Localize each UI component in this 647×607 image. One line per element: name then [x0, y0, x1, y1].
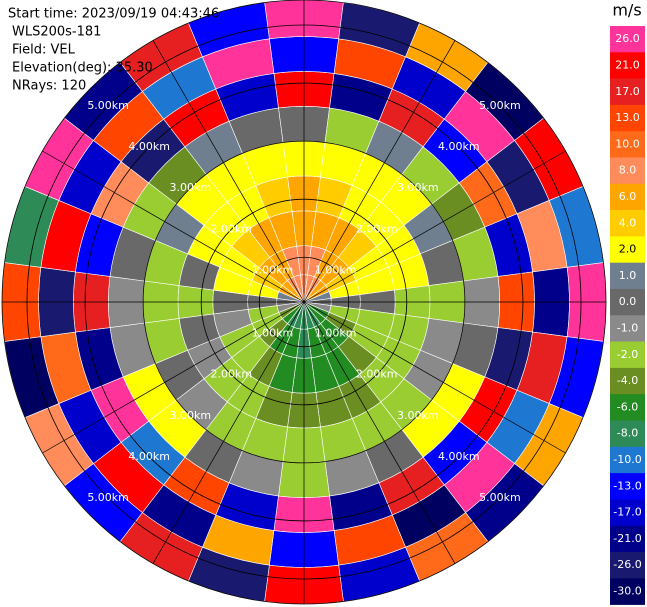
colorbar-cell	[610, 289, 645, 316]
azimuth-line	[42, 150, 305, 303]
colorbar-label: -13.0	[613, 479, 641, 492]
colorbar-label: 26.0	[615, 32, 640, 45]
labels: 1.00km 1.00km 1.00km 1.00km 2.00km 2.00km 2.00…	[87, 99, 520, 504]
colorbar-label: -10.0	[613, 453, 641, 466]
colorbar-cell	[610, 52, 645, 79]
colorbar-title: m/s	[612, 1, 641, 20]
colorbar-cell	[610, 183, 645, 211]
range-ring-label: 4.00km	[128, 140, 170, 153]
colorbar-cell	[610, 341, 645, 369]
colorbar-label: 0.0	[619, 295, 637, 308]
azimuth-line	[152, 40, 305, 303]
range-ring	[84, 82, 524, 522]
range-ring-label: 3.00km	[397, 409, 439, 422]
range-ring-label: 2.00km	[211, 222, 253, 235]
azimuth-line	[152, 301, 305, 564]
grid	[1, 0, 607, 605]
colorbar-label: 6.0	[619, 190, 637, 203]
range-ring-label: 1.00km	[315, 263, 357, 276]
colorbar-label: 13.0	[615, 111, 640, 124]
header-line: Elevation(deg): 35.30	[12, 61, 153, 76]
range-ring-label: 1.00km	[252, 327, 294, 340]
range-ring-label: 4.00km	[128, 450, 170, 463]
range-ring-label: 5.00km	[87, 491, 129, 504]
colorbar-cell	[610, 236, 645, 263]
colorbar-cell	[610, 473, 645, 500]
azimuth-line	[303, 301, 566, 454]
colorbar-label: -1.0	[617, 321, 638, 334]
header-line: WLS200s-181	[12, 25, 101, 40]
range-ring-label: 3.00km	[397, 181, 439, 194]
range-ring	[200, 198, 408, 406]
colorbar-cell	[610, 446, 645, 474]
colorbar-label: -30.0	[613, 584, 641, 597]
colorbar-cell	[610, 367, 645, 395]
range-ring-label: 5.00km	[479, 491, 521, 504]
colorbar-label: -8.0	[617, 427, 638, 440]
range-ring-label: 1.00km	[315, 327, 357, 340]
range-ring-label: 2.00km	[211, 368, 253, 381]
range-ring-label: 5.00km	[479, 99, 521, 112]
range-ring-label: 4.00km	[438, 140, 480, 153]
range-ring-label: 3.00km	[169, 181, 211, 194]
colorbar-cell	[610, 420, 645, 448]
range-ring-label: 5.00km	[87, 99, 129, 112]
azimuth-line	[303, 301, 456, 564]
colorbar-cell	[610, 315, 645, 342]
range-ring-label: 2.00km	[356, 222, 398, 235]
colorbar-cell	[610, 525, 645, 553]
colorbar-cell	[610, 78, 645, 106]
header-line: NRays: 120	[12, 79, 86, 94]
colorbar-cell	[610, 552, 645, 579]
colorbar-cell	[610, 131, 645, 158]
field	[1, 0, 607, 605]
range-ring-label: 3.00km	[169, 409, 211, 422]
colorbar-label: -2.0	[617, 348, 638, 361]
colorbar-label: 1.0	[619, 269, 637, 282]
azimuth-line	[303, 150, 566, 303]
azimuth-line	[42, 301, 305, 454]
header-line: Start time: 2023/09/19 04:43:46	[8, 7, 219, 22]
colorbar-cell	[610, 262, 645, 290]
range-ring	[26, 24, 582, 580]
colorbar-label: 4.0	[619, 216, 637, 229]
colorbar-label: -4.0	[617, 374, 638, 387]
colorbar-label: 21.0	[615, 58, 640, 71]
range-ring-label: 1.00km	[252, 263, 294, 276]
colorbar-label: 17.0	[615, 85, 640, 98]
colorbar-label: -21.0	[613, 532, 641, 545]
colorbar-label: -6.0	[617, 400, 638, 413]
colorbar-label: 10.0	[615, 137, 640, 150]
colorbar-cell	[610, 104, 645, 132]
colorbar-cell	[610, 210, 645, 237]
range-ring	[142, 140, 466, 464]
header-line: Field: VEL	[12, 43, 76, 58]
range-ring-label: 4.00km	[438, 450, 480, 463]
colorbar-label: -17.0	[613, 506, 641, 519]
colorbar-label: 2.0	[619, 243, 637, 256]
colorbar-cell	[610, 26, 645, 53]
colorbar-cell	[610, 157, 645, 185]
colorbar-cell	[610, 499, 645, 526]
azimuth-line	[303, 40, 456, 303]
colorbar-label: -26.0	[613, 558, 641, 571]
colorbar-cell	[610, 394, 645, 421]
colorbar-label: 8.0	[619, 164, 637, 177]
range-ring-label: 2.00km	[356, 368, 398, 381]
colorbar-cell	[610, 578, 645, 605]
range-ring	[258, 256, 350, 348]
